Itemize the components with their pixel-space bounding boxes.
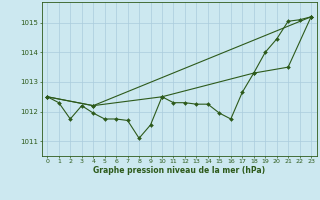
X-axis label: Graphe pression niveau de la mer (hPa): Graphe pression niveau de la mer (hPa) <box>93 166 265 175</box>
